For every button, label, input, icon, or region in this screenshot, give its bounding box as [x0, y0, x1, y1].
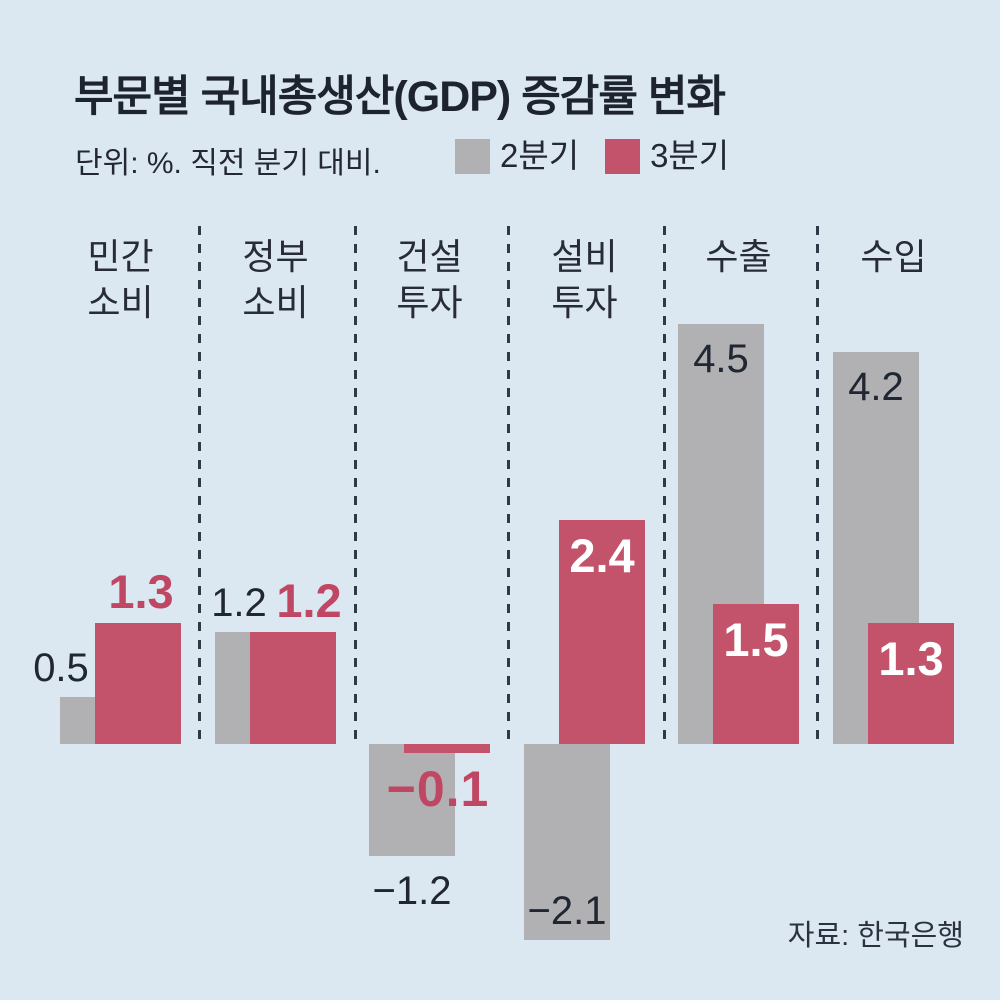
- column-separator-3: [507, 226, 510, 744]
- chart-title: 부문별 국내총생산(GDP) 증감률 변화: [74, 73, 726, 121]
- bar-q3-2: [250, 632, 336, 744]
- value-label-3분기-4: 2.4: [569, 529, 635, 582]
- bar-q3-4: [559, 520, 645, 744]
- category-label-2: 정부 소비: [242, 236, 309, 323]
- source-label: 자료: 한국은행: [787, 920, 964, 952]
- column-separator-1: [198, 226, 201, 744]
- value-label-2분기-1: 0.5: [33, 646, 89, 690]
- value-label-3분기-1: 1.3: [108, 565, 174, 618]
- value-label-2분기-4: −2.1: [527, 889, 607, 933]
- category-label-1: 민간 소비: [87, 236, 154, 323]
- value-label-2분기-6: 4.2: [848, 365, 904, 409]
- bar-q3-3: [404, 744, 490, 753]
- value-label-3분기-3: −0.1: [386, 761, 490, 817]
- value-label-3분기-6: 1.3: [878, 632, 944, 685]
- category-label-5: 수출: [705, 236, 772, 277]
- legend-swatch-q2: [455, 138, 490, 174]
- category-label-3: 건설 투자: [396, 236, 463, 323]
- value-label-2분기-3: −1.2: [372, 869, 452, 913]
- bar-q2-3: [369, 744, 455, 856]
- bar-q3-5: [713, 604, 799, 744]
- column-separator-5: [816, 226, 819, 744]
- category-label-4: 설비 투자: [551, 236, 618, 323]
- value-label-2분기-5: 4.5: [693, 337, 749, 381]
- bar-q3-1: [95, 623, 181, 744]
- legend-label-q3: 3분기: [650, 137, 730, 174]
- value-label-3분기-5: 1.5: [723, 613, 789, 666]
- column-separator-2: [354, 226, 357, 744]
- legend: 2분기 3분기: [455, 138, 755, 174]
- legend-swatch-q3: [605, 138, 641, 174]
- chart-subtitle: 단위: %. 직전 분기 대비.: [75, 147, 381, 180]
- column-separator-4: [663, 226, 666, 744]
- bar-q3-6: [868, 623, 954, 744]
- legend-label-q2: 2분기: [500, 137, 580, 174]
- category-label-6: 수입: [860, 236, 927, 277]
- value-label-2분기-2: 1.2: [211, 581, 267, 625]
- value-label-3분기-2: 1.2: [276, 574, 342, 627]
- bar-q2-4: [524, 744, 610, 940]
